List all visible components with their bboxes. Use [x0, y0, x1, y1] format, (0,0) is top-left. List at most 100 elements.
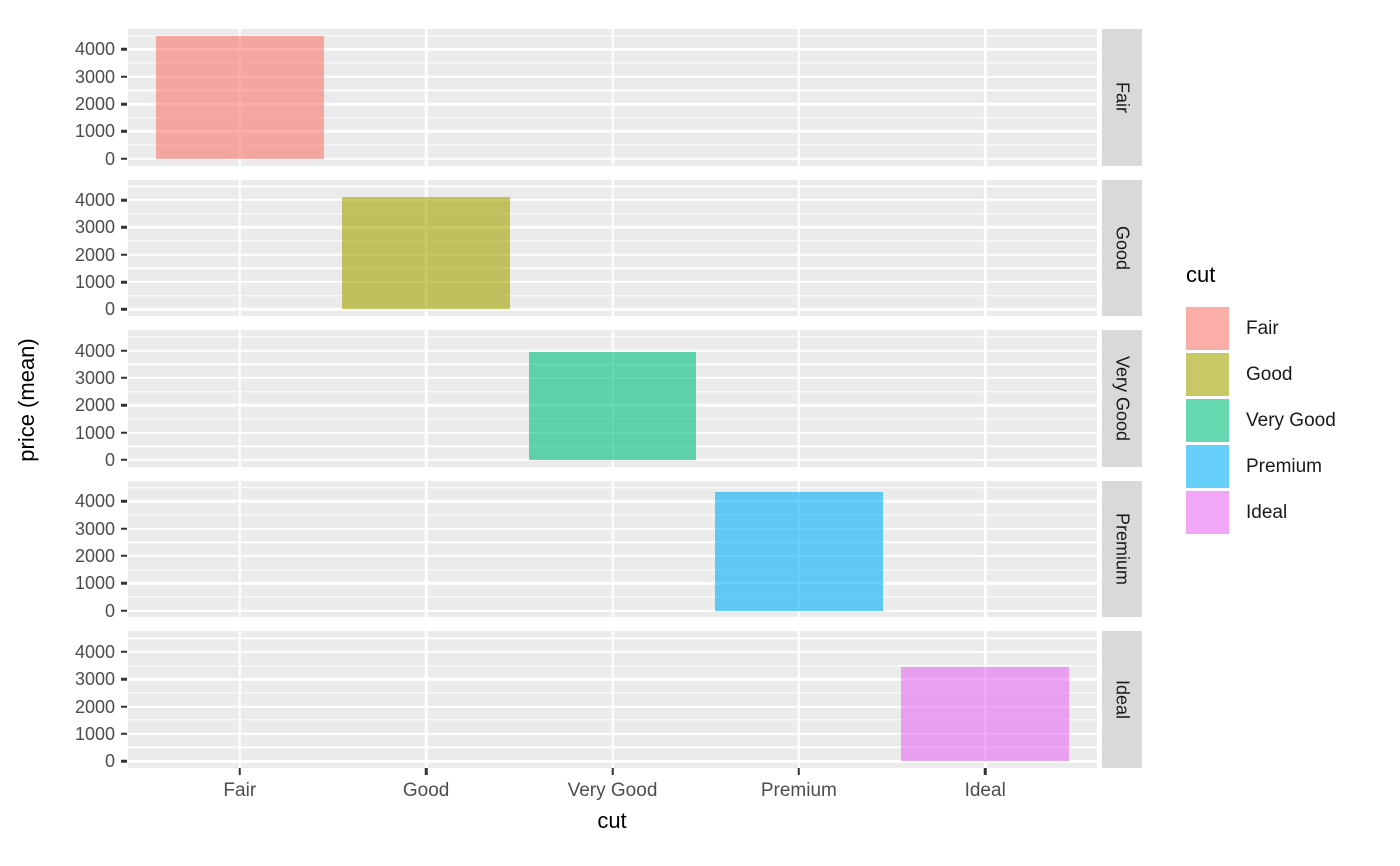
facet-strip-label: Very Good [1112, 355, 1133, 442]
major-gridline [238, 330, 241, 467]
legend: cut Fair Good Very Good Premium Ideal [1186, 262, 1386, 537]
y-tick-mark [121, 102, 127, 106]
panel-ideal [128, 631, 1097, 768]
legend-item-ideal: Ideal [1186, 491, 1386, 534]
major-gridline [983, 179, 987, 317]
major-gridline [424, 330, 428, 467]
major-gridline [238, 179, 241, 317]
y-axis-ticks: 0 1000 2000 3000 4000 [0, 631, 128, 772]
facet-row-premium: 0 1000 2000 3000 4000 Premium [0, 480, 1400, 621]
x-tick-mark [797, 768, 801, 775]
facet-strip-ideal: Ideal [1102, 631, 1142, 768]
y-tick-mark [121, 404, 127, 407]
y-tick-label: 0 [104, 148, 115, 169]
major-gridline [611, 631, 614, 768]
legend-item-very-good: Very Good [1186, 399, 1386, 442]
y-tick-label: 4000 [74, 641, 115, 662]
legend-label: Very Good [1246, 409, 1336, 431]
facet-strip-label: Good [1112, 225, 1133, 270]
y-tick-label: 1000 [74, 422, 115, 443]
x-tick-label-ideal: Ideal [964, 780, 1006, 801]
major-gridline [983, 480, 987, 618]
legend-swatch-ideal [1186, 491, 1229, 534]
x-tick-mark [238, 768, 242, 775]
y-tick-mark [121, 157, 127, 160]
y-tick-mark [121, 527, 127, 530]
major-gridline [611, 480, 614, 618]
bar-ideal [901, 666, 1070, 762]
major-gridline [797, 179, 801, 317]
legend-label: Fair [1246, 317, 1279, 339]
legend-swatch-fair [1186, 307, 1229, 350]
major-gridline [424, 480, 428, 618]
major-gridline [611, 29, 614, 166]
y-tick-mark [121, 650, 127, 654]
y-tick-label: 4000 [74, 340, 115, 361]
y-tick-label: 0 [104, 449, 115, 470]
major-gridline [424, 29, 428, 166]
bar-good [342, 197, 510, 310]
y-tick-mark [121, 500, 127, 503]
major-gridline [611, 179, 614, 317]
bar-fair [155, 35, 324, 159]
x-tick-label-very-good: Very Good [567, 780, 658, 801]
facet-strip-fair: Fair [1102, 29, 1142, 166]
x-tick-label-fair: Fair [223, 780, 257, 801]
facet-row-very-good: 0 1000 2000 3000 4000 Very Good [0, 330, 1400, 470]
facet-strip-label: Premium [1112, 513, 1133, 586]
y-tick-label: 0 [104, 299, 115, 320]
y-tick-mark [121, 732, 127, 736]
y-tick-label: 2000 [74, 395, 115, 416]
y-tick-label: 0 [104, 751, 115, 772]
y-tick-label: 3000 [74, 66, 115, 87]
x-axis: Fair Good Very Good Premium Ideal [128, 768, 1097, 828]
legend-swatch-very-good [1186, 399, 1229, 442]
y-tick-mark [121, 554, 127, 558]
legend-item-premium: Premium [1186, 445, 1386, 488]
facet-strip-good: Good [1102, 179, 1142, 317]
x-tick-label-premium: Premium [760, 780, 837, 801]
y-tick-label: 3000 [74, 669, 115, 690]
y-tick-label: 3000 [74, 518, 115, 539]
panel-good [128, 179, 1097, 317]
panel-very-good [128, 330, 1097, 467]
legend-label: Premium [1246, 455, 1323, 477]
facet-strip-label: Ideal [1112, 680, 1133, 720]
facet-row-good: 0 1000 2000 3000 4000 Good [0, 179, 1400, 320]
y-tick-mark [121, 75, 127, 79]
bar-premium [714, 491, 883, 611]
y-tick-label: 4000 [74, 190, 115, 211]
x-axis-title: cut [597, 808, 627, 833]
major-gridline [797, 29, 801, 166]
bar-very-good [528, 352, 697, 460]
major-gridline [983, 330, 987, 467]
y-tick-label: 2000 [74, 545, 115, 566]
major-gridline [797, 631, 801, 768]
y-tick-label: 2000 [74, 696, 115, 717]
major-gridline [797, 330, 801, 467]
y-tick-label: 2000 [74, 94, 115, 115]
y-tick-label: 0 [104, 600, 115, 621]
y-tick-mark [121, 609, 127, 612]
y-tick-mark [121, 198, 127, 202]
major-gridline [983, 29, 987, 166]
legend-item-fair: Fair [1186, 307, 1386, 350]
y-tick-label: 1000 [74, 573, 115, 594]
y-tick-label: 4000 [74, 39, 115, 60]
y-tick-mark [121, 759, 127, 763]
y-axis-ticks: 0 1000 2000 3000 4000 [0, 180, 128, 320]
panel-premium [128, 480, 1097, 618]
x-tick-mark [424, 768, 428, 775]
y-tick-mark [121, 226, 127, 229]
y-tick-label: 1000 [74, 121, 115, 142]
legend-label: Good [1246, 363, 1293, 385]
y-tick-mark [121, 705, 127, 708]
y-tick-mark [121, 349, 127, 352]
facet-strip-premium: Premium [1102, 480, 1142, 618]
major-gridline [424, 631, 428, 768]
facet-strip-label: Fair [1112, 81, 1133, 113]
y-tick-mark [121, 431, 127, 434]
major-gridline [238, 480, 241, 618]
x-tick-mark [983, 768, 987, 775]
y-axis-ticks: 0 1000 2000 3000 4000 [0, 330, 128, 470]
